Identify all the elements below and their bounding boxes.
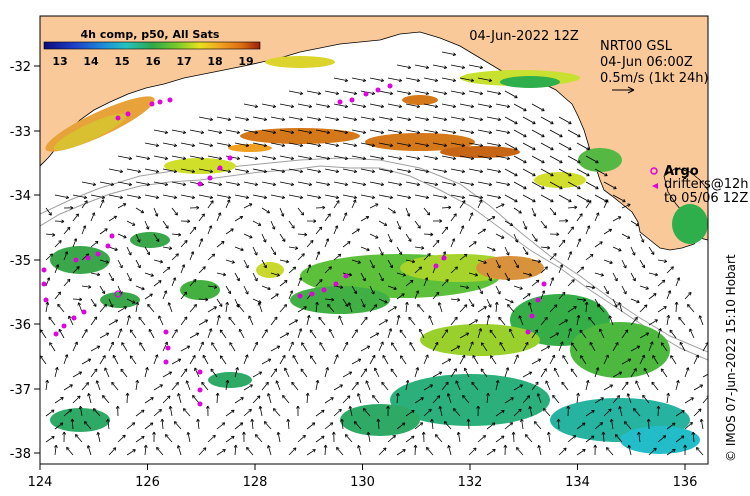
colorbar-tick-label: 19: [238, 55, 253, 68]
lat-tick-label: -37: [10, 383, 31, 398]
lat-tick-label: -38: [10, 447, 31, 462]
lon-tick-label: 130: [350, 475, 375, 490]
scale-arrow: [612, 86, 635, 94]
longitude-axis: 124 126 128 130 132 134 136: [28, 464, 698, 490]
argo-legend: Argo drifters@12h to 05/06 12Z: [650, 164, 749, 206]
lon-tick-label: 132: [458, 475, 483, 490]
lat-tick-label: -36: [10, 318, 31, 333]
lon-tick-label: 124: [28, 475, 53, 490]
colorbar: 4h comp, p50, All Sats 13 14 15 16 17 18 19: [43, 28, 261, 68]
lat-tick-label: -32: [10, 60, 31, 75]
bathymetry-contour: [40, 165, 708, 361]
colorbar-tick-label: 17: [176, 55, 191, 68]
colorbar-tick-label: 15: [114, 55, 129, 68]
date-label: 04-Jun-2022 12Z: [469, 29, 579, 44]
credit-label: © IMOS 07-Jun-2022 15:10 Hobart: [724, 254, 738, 462]
colorbar-tick-label: 18: [207, 55, 222, 68]
lon-tick-label: 126: [135, 475, 160, 490]
product-scale: 0.5m/s (1kt 24h): [600, 71, 709, 86]
colorbar-tick-label: 14: [83, 55, 99, 68]
argo-tracks: [41, 83, 547, 407]
sst-patches: [45, 56, 708, 454]
lat-tick-label: -33: [10, 125, 31, 140]
lat-tick-label: -34: [10, 189, 31, 204]
lon-tick-label: 134: [565, 475, 590, 490]
lon-tick-label: 136: [673, 475, 698, 490]
lon-tick-label: 128: [243, 475, 268, 490]
colorbar-title: 4h comp, p50, All Sats: [81, 28, 220, 41]
drifters-legend-date: to 05/06 12Z: [664, 191, 748, 206]
colorbar-tick-label: 16: [145, 55, 161, 68]
latitude-axis: -32 -33 -34 -35 -36 -37 -38: [10, 60, 40, 462]
current-vectors: [40, 51, 708, 456]
drifters-legend-label: drifters@12h: [664, 177, 749, 192]
colorbar-tick-label: 13: [52, 55, 67, 68]
lat-tick-label: -35: [10, 254, 31, 269]
product-time: 04-Jun 06:00Z: [600, 55, 693, 70]
product-name: NRT00 GSL: [600, 39, 673, 54]
argo-legend-label: Argo: [664, 164, 699, 179]
